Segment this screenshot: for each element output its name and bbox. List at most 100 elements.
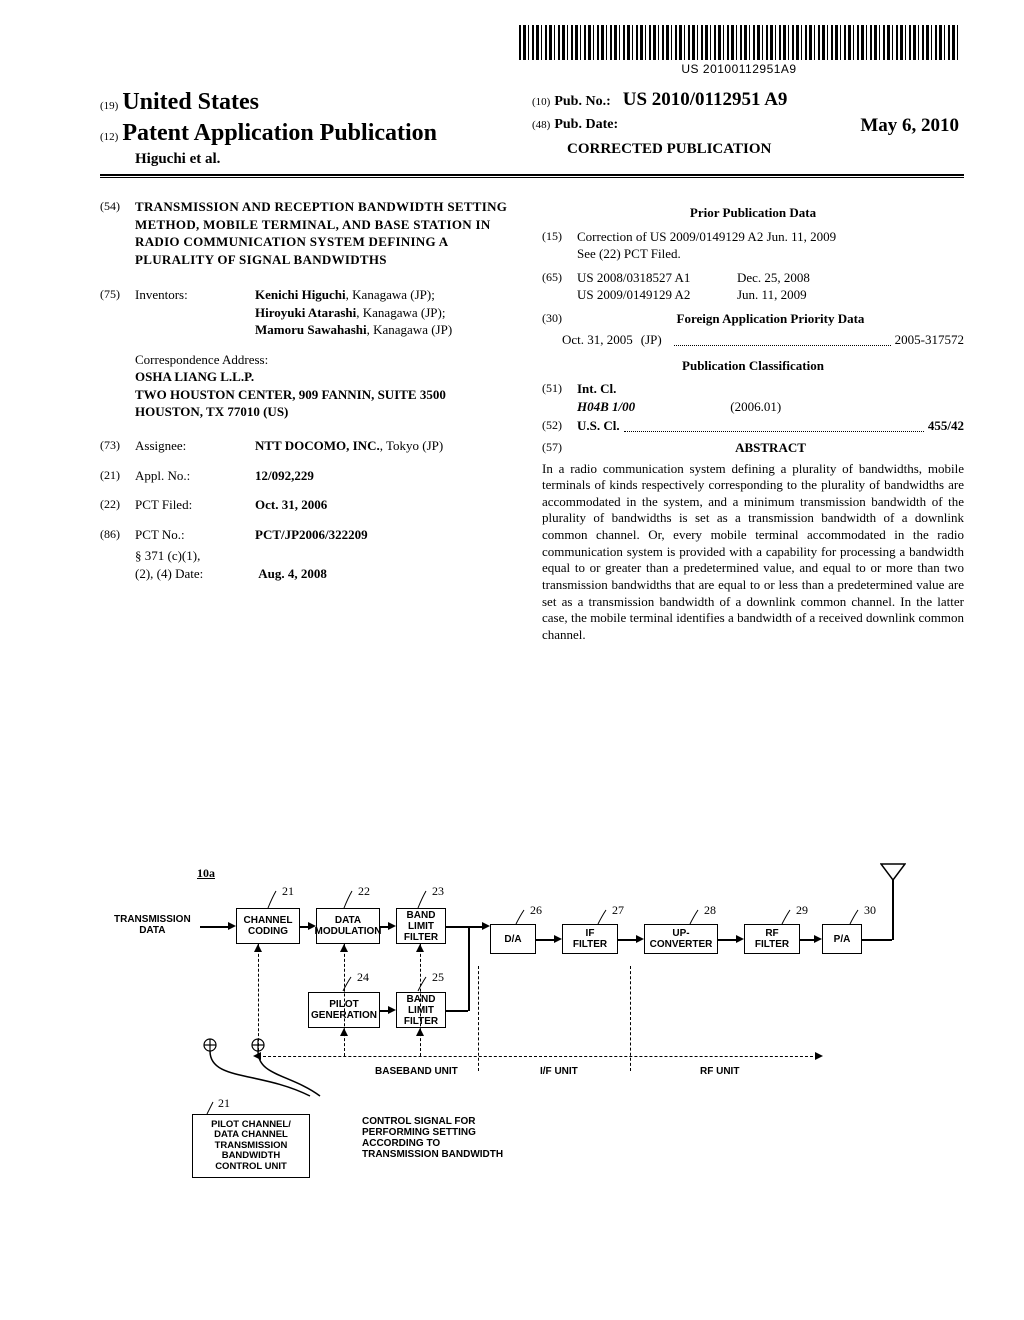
- class-head: Publication Classification: [542, 357, 964, 375]
- pctfiled: Oct. 31, 2006: [255, 496, 327, 514]
- intcl-year: (2006.01): [730, 399, 781, 414]
- arrow-tx-in: [228, 922, 236, 930]
- uscl-val: 455/42: [928, 417, 964, 435]
- corr-addr-label: Correspondence Address:: [135, 351, 522, 369]
- hr-header-2: [100, 177, 964, 178]
- sep-bb-if: [478, 966, 479, 1071]
- code-75: (75): [100, 286, 135, 339]
- pub-type: Patent Application Publication: [122, 120, 437, 146]
- s371-l2-label: (2), (4) Date:: [135, 565, 255, 583]
- arr-30-ant-line: [862, 939, 892, 941]
- inventor-1: Kenichi Higuchi: [255, 287, 346, 302]
- header-authors: Higuchi et al.: [100, 151, 532, 168]
- f30-cc: (JP): [641, 331, 662, 349]
- dash-arr-25: [416, 1028, 424, 1036]
- box-29: RF FILTER: [744, 924, 800, 954]
- abstract-head: ABSTRACT: [577, 439, 964, 457]
- applno: 12/092,229: [255, 467, 314, 485]
- patent-figure: 10a 21 22 23 26 27 28 29 30 TRANSMISSION…: [100, 866, 939, 1236]
- arr-26-27-line: [536, 939, 556, 941]
- s371-l2-value: Aug. 4, 2008: [258, 566, 327, 581]
- corr-l3: HOUSTON, TX 77010 (US): [135, 403, 522, 421]
- label-pctfiled: PCT Filed:: [135, 496, 255, 514]
- label-pctno: PCT No.:: [135, 526, 255, 544]
- f65-2b: Jun. 11, 2009: [737, 287, 807, 302]
- code-54: (54): [100, 198, 135, 268]
- patent-page: US 20100112951A9 (19) United States (12)…: [0, 0, 1024, 1320]
- f15-l1: Correction of US 2009/0149129 A2 Jun. 11…: [577, 228, 964, 246]
- code-48: (48): [532, 119, 550, 131]
- pubdate-value: May 6, 2010: [860, 115, 959, 137]
- arr-27-28: [636, 935, 644, 943]
- label-inventors: Inventors:: [135, 286, 255, 339]
- label-assignee: Assignee:: [135, 437, 255, 455]
- f30-num: 2005-317572: [895, 331, 964, 349]
- pubdate-label: Pub. Date:: [554, 117, 618, 132]
- inv2-loc: , Kanagawa (JP);: [356, 305, 445, 320]
- arr-26-27: [554, 935, 562, 943]
- code-65: (65): [542, 269, 577, 304]
- code-15: (15): [542, 228, 577, 263]
- pubno-value: US 2010/0112951 A9: [623, 89, 788, 110]
- inventors: Kenichi Higuchi , Kanagawa (JP); Hiroyuki…: [255, 286, 522, 339]
- arr-27-28-line: [618, 939, 638, 941]
- arrow-line-tx: [200, 926, 230, 928]
- arr-22-23: [388, 922, 396, 930]
- dash-v-21: [258, 944, 259, 1056]
- pubno-label: Pub. No.:: [554, 94, 610, 109]
- f65-2a: US 2009/0149129 A2: [577, 286, 737, 304]
- box-27: IF FILTER: [562, 924, 618, 954]
- code-22: (22): [100, 496, 135, 514]
- ctrl-sig-label: CONTROL SIGNAL FOR PERFORMING SETTING AC…: [362, 1116, 503, 1160]
- antenna-icon: [880, 863, 906, 883]
- f15-l2: See (22) PCT Filed.: [577, 245, 964, 263]
- code-10: (10): [532, 96, 550, 108]
- arr-23-sum: [482, 922, 490, 930]
- intcl-label: Int. Cl.: [577, 380, 964, 398]
- barcode-area: US 20100112951A9: [519, 25, 959, 76]
- dash-arr-24: [340, 1028, 348, 1036]
- box-28: UP- CONVERTER: [644, 924, 718, 954]
- corrected-pub: CORRECTED PUBLICATION: [532, 141, 964, 158]
- box-ctrl-unit: PILOT CHANNEL/ DATA CHANNEL TRANSMISSION…: [192, 1114, 310, 1178]
- uscl-label: U.S. Cl.: [577, 417, 620, 435]
- s371-l1: § 371 (c)(1),: [135, 547, 522, 565]
- code-73: (73): [100, 437, 135, 455]
- arr-24-25: [388, 1006, 396, 1014]
- code-21: (21): [100, 467, 135, 485]
- box-26: D/A: [490, 924, 536, 954]
- inventor-2: Hiroyuki Atarashi: [255, 305, 356, 320]
- title-54: TRANSMISSION AND RECEPTION BANDWIDTH SET…: [135, 198, 522, 268]
- inv3-loc: , Kanagawa (JP): [367, 322, 453, 337]
- hr-header-1: [100, 174, 964, 176]
- dash-v-23-25: [420, 944, 421, 1056]
- pctno: PCT/JP2006/322209: [255, 526, 368, 544]
- inventor-3: Mamoru Sawahashi: [255, 322, 367, 337]
- arr-23-sum-line: [446, 926, 486, 928]
- code-51: (51): [542, 380, 577, 415]
- intcl-class: H04B 1/00: [577, 398, 727, 416]
- barcode-number: US 20100112951A9: [519, 62, 959, 76]
- f65-1a: US 2008/0318527 A1: [577, 269, 737, 287]
- dots-2: [624, 431, 924, 432]
- f30-date: Oct. 31, 2005: [562, 331, 633, 349]
- header: (19) United States (12) Patent Applicati…: [100, 85, 964, 168]
- arr-29-30: [814, 935, 822, 943]
- corr-l1: OSHA LIANG L.L.P.: [135, 368, 522, 386]
- sum-vert: [468, 926, 470, 1011]
- tx-data-label: TRANSMISSION DATA: [114, 914, 191, 936]
- ctrl-arr-r: [815, 1052, 823, 1060]
- foreign-priority-head: Foreign Application Priority Data: [577, 310, 964, 328]
- left-column: (54) TRANSMISSION AND RECEPTION BANDWIDT…: [100, 198, 522, 643]
- ifunit-label: I/F UNIT: [540, 1066, 578, 1077]
- right-column: Prior Publication Data (15) Correction o…: [542, 198, 964, 643]
- rfunit-label: RF UNIT: [700, 1066, 739, 1077]
- barcode: [519, 25, 959, 60]
- code-52: (52): [542, 417, 577, 435]
- label-applno: Appl. No.:: [135, 467, 255, 485]
- arr-28-29: [736, 935, 744, 943]
- code-30: (30): [542, 310, 577, 328]
- prior-pub-head: Prior Publication Data: [542, 204, 964, 222]
- code-57: (57): [542, 439, 577, 457]
- dots-1: [674, 345, 891, 346]
